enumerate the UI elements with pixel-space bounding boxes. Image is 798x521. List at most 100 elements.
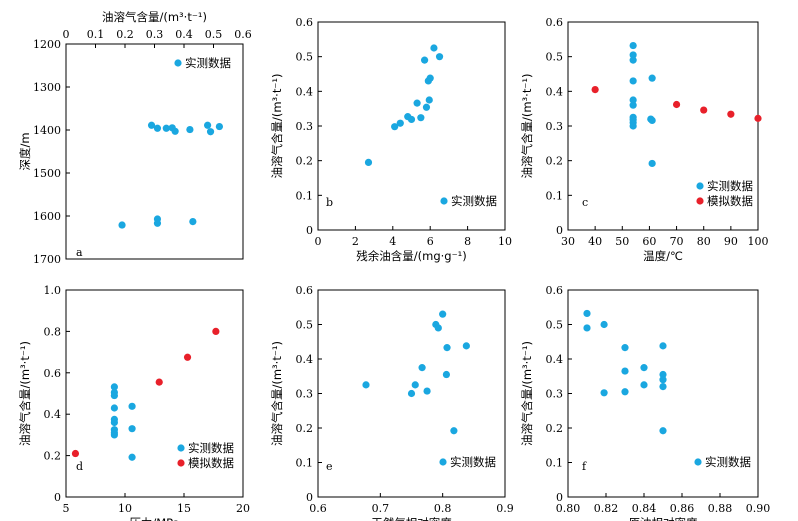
y-tick-label: 1.0 [44, 284, 62, 297]
legend-label: 模拟数据 [707, 194, 753, 208]
data-point [434, 324, 442, 332]
data-point [659, 342, 667, 350]
x-tick-label: 0.4 [175, 28, 193, 41]
x-tick-label: 0.3 [146, 28, 164, 41]
data-point [600, 320, 608, 329]
data-point [621, 388, 629, 396]
data-point [110, 383, 118, 391]
y-tick-label: 0.1 [546, 457, 564, 470]
data-point [128, 453, 136, 461]
data-point [648, 116, 656, 125]
data-point [648, 159, 656, 168]
y-tick-label: 0 [556, 491, 563, 504]
data-point [110, 431, 118, 439]
panel-label: e [326, 460, 333, 473]
y-tick-label: 1700 [33, 253, 61, 266]
x-tick-label: 0.6 [234, 28, 252, 41]
data-point [186, 125, 194, 134]
x-tick-label: 0.88 [708, 502, 733, 515]
data-point [171, 127, 179, 135]
legend-marker [440, 197, 448, 205]
y-tick-label: 0.6 [546, 284, 564, 297]
data-point [754, 114, 762, 122]
data-point [435, 53, 444, 61]
y-tick-label: 0.4 [546, 85, 564, 98]
x-axis-label: 原油相对密度 [629, 516, 698, 521]
x-tick-label: 100 [748, 235, 769, 248]
x-tick-label: 70 [670, 235, 684, 248]
legend-label: 实测数据 [451, 194, 497, 208]
y-tick-label: 0.2 [546, 155, 564, 168]
data-point [153, 124, 162, 132]
y-axis-label: 油溶气含量/(m³·t⁻¹) [520, 341, 534, 446]
data-point [189, 217, 197, 226]
data-point [128, 425, 136, 433]
data-point [430, 44, 438, 52]
x-tick-label: 15 [177, 502, 191, 515]
data-point [727, 110, 735, 118]
x-tick-label: 6 [427, 235, 434, 248]
y-tick-label: 0.2 [44, 450, 62, 463]
x-axis-label: 残余油含量/(mg·g⁻¹) [356, 249, 467, 263]
chart-panel-a: 0 0.1 0.2 0.3 0.4 0.5 0.6 1200 1300 1400 1500 1600 1… [18, 10, 252, 266]
data-point [110, 391, 118, 400]
y-tick-label: 0.1 [296, 189, 314, 202]
legend-label: 实测数据 [450, 455, 496, 469]
x-tick-label: 40 [588, 235, 602, 248]
data-point [672, 100, 681, 109]
y-tick-label: 0.6 [296, 16, 314, 29]
y-tick-label: 0.6 [546, 16, 564, 29]
chart-panel-e: 0.6 0.7 0.8 0.9 0 0.1 0.2 0.3 0.4 0.5 0.6 天然气相对密度 油溶… [270, 284, 514, 521]
data-point [204, 121, 212, 129]
y-axis-label: 油溶气含量/(m³·t⁻¹) [270, 341, 284, 446]
y-tick-label: 0.1 [296, 457, 314, 470]
x-axis-label: 油溶气含量/(m³·t⁻¹) [102, 10, 207, 24]
x-tick-label: 90 [724, 235, 738, 248]
y-tick-label: 0.5 [546, 319, 564, 332]
data-point [110, 418, 118, 427]
y-tick-label: 0 [306, 224, 313, 237]
y-tick-label: 0.3 [546, 120, 564, 133]
data-point [629, 122, 637, 130]
x-tick-label: 0 [315, 235, 322, 248]
y-tick-label: 0 [556, 224, 563, 237]
plot-frame [65, 289, 244, 498]
chart-panel-c: 30 40 50 60 70 80 90 100 0 0.1 0.2 0.3 0.4 0.5 0.6 温度/℃… [520, 16, 769, 263]
x-tick-label: 10 [498, 235, 512, 248]
data-point [659, 370, 667, 379]
data-point [417, 114, 425, 122]
x-tick-label: 0.8 [434, 502, 452, 515]
data-point [583, 324, 591, 332]
y-tick-label: 0.4 [296, 85, 314, 98]
y-tick-label: 0.5 [296, 319, 314, 332]
data-point [629, 51, 637, 59]
y-tick-label: 0.4 [546, 353, 564, 366]
panel-label: f [582, 460, 587, 473]
x-tick-label: 0.2 [116, 28, 134, 41]
data-point [147, 121, 156, 129]
x-axis-label: 天然气相对密度 [371, 516, 452, 521]
legend-label: 模拟数据 [188, 456, 234, 470]
data-point [600, 389, 608, 397]
legend-label: 实测数据 [707, 179, 753, 193]
y-tick-label: 0.3 [546, 388, 564, 401]
chart-panel-b: 0 2 4 6 8 10 0 0.1 0.2 0.3 0.4 0.5 0.6 残余油含量/(mg·g⁻¹)… [270, 16, 512, 263]
data-point [71, 449, 80, 458]
y-tick-label: 0.3 [296, 388, 314, 401]
y-tick-label: 0.5 [546, 51, 564, 64]
data-point [364, 158, 373, 166]
data-point [362, 381, 370, 389]
legend-marker [696, 182, 704, 190]
y-tick-label: 1500 [33, 167, 61, 180]
data-point [206, 128, 215, 136]
legend-label: 实测数据 [188, 441, 234, 455]
x-tick-label: 0.1 [87, 28, 105, 41]
data-point [621, 344, 629, 352]
y-tick-label: 1200 [33, 38, 61, 51]
data-point [425, 96, 433, 104]
legend-marker [694, 458, 702, 466]
data-point [629, 41, 637, 50]
data-point [462, 342, 470, 350]
data-point [426, 74, 434, 82]
